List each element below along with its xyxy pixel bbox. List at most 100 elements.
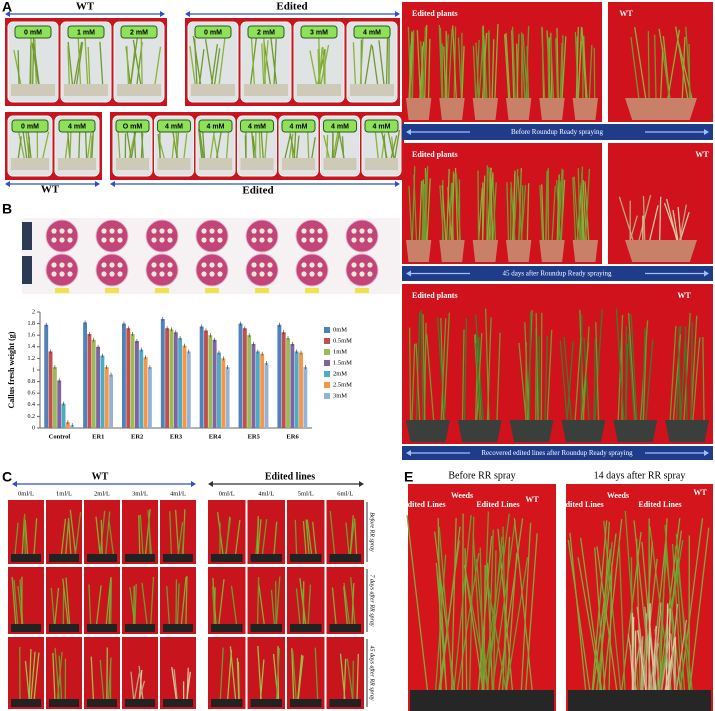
plant-leaf [602,519,623,696]
callus [267,271,273,277]
plant-leaf [424,24,428,101]
pot [665,420,709,442]
pot [439,98,465,120]
arrow-head [359,481,364,487]
header: Edited lines [265,471,315,482]
plant-leaf [105,511,111,555]
arrow-head [704,129,709,135]
plant-leaf [477,170,480,243]
plant-leaf [658,540,684,696]
photo-title: 14 days after RR spray [594,470,686,481]
tray [11,554,41,562]
callus [167,271,173,277]
jar-label: 4 mM [248,123,266,130]
petri-dish [345,253,379,287]
plant-leaf [540,312,543,423]
tray [11,699,41,707]
arrow-head [5,11,10,17]
plant-leaf [591,520,608,696]
plant-leaf [261,519,268,555]
plant-leaf [488,167,492,243]
tray [290,624,322,632]
pot [509,420,554,442]
plant-leaf [422,26,427,101]
plant-leaf [535,312,539,423]
header: WT [76,1,95,13]
pot [506,240,532,262]
photo-label: Edited Lines [476,500,519,509]
petri-dish [145,253,179,287]
row-tag [22,222,32,250]
callus [201,262,207,268]
plant-leaf [438,526,454,696]
plant-leaf [87,46,91,87]
plant-leaf [670,633,676,691]
bar [83,322,88,428]
plant-leaf [596,546,619,696]
plant-leaf [90,656,95,700]
plant-leaf [463,318,468,423]
plant-leaf [169,511,173,555]
plant-leaf [657,518,681,696]
callus [359,228,365,234]
plant-leaf [309,50,318,87]
panel-label: B [2,201,12,217]
callus [59,228,65,234]
jar-label: 3 mM [310,29,328,36]
plant-leaf [434,531,456,696]
callus [109,237,115,243]
plant-leaf [520,32,526,101]
callus [151,271,157,277]
plant-leaf [17,136,22,161]
callus [67,271,73,277]
plant-leaf [577,41,583,101]
plant-leaf [574,336,582,423]
plant-leaf [78,128,81,161]
plant-leaf [250,35,256,87]
y-tick-label: 2 [32,309,35,315]
plant-leaf [408,186,413,243]
plant-leaf [345,522,350,555]
plant-leaf [50,587,55,625]
bar [61,403,66,428]
x-tick-label: ER2 [131,433,143,440]
petri-dish [295,253,329,287]
plant-leaf [138,515,141,555]
plant-leaf [681,36,686,99]
photo-title: Before RR spray [448,470,515,481]
plant-leaf [450,517,457,696]
banner-text-bg [470,448,645,458]
plant-leaf [675,534,691,696]
callus [117,228,123,234]
plant-leaf [679,211,690,241]
dish-tag [205,288,219,293]
y-tick-label: 0.2 [28,414,36,420]
callus [67,262,73,268]
plant-leaf [547,37,550,101]
photo-label: Edited plants [412,291,458,300]
plant-leaf [14,522,19,555]
plant-leaf [175,130,179,161]
photo-label: Edited Lines [402,500,445,509]
plant-leaf [584,168,591,243]
plant-leaf [291,648,295,700]
callus-base [297,84,341,96]
bar [104,367,109,428]
plant-leaf [546,329,553,423]
plant-leaf [491,520,516,696]
plant-leaf [354,518,358,555]
bar [182,345,187,428]
tray [329,624,361,632]
y-tick-label: 0 [32,425,35,431]
plant-leaf [230,585,238,625]
plant-leaf [487,529,494,696]
callus [67,228,73,234]
callus [301,237,307,243]
plant-leaf [490,167,494,243]
callus [251,271,257,277]
arrow-head [160,11,165,17]
plant-leaf [177,522,184,555]
plant-leaf [65,577,71,625]
plant-leaf [250,127,255,161]
